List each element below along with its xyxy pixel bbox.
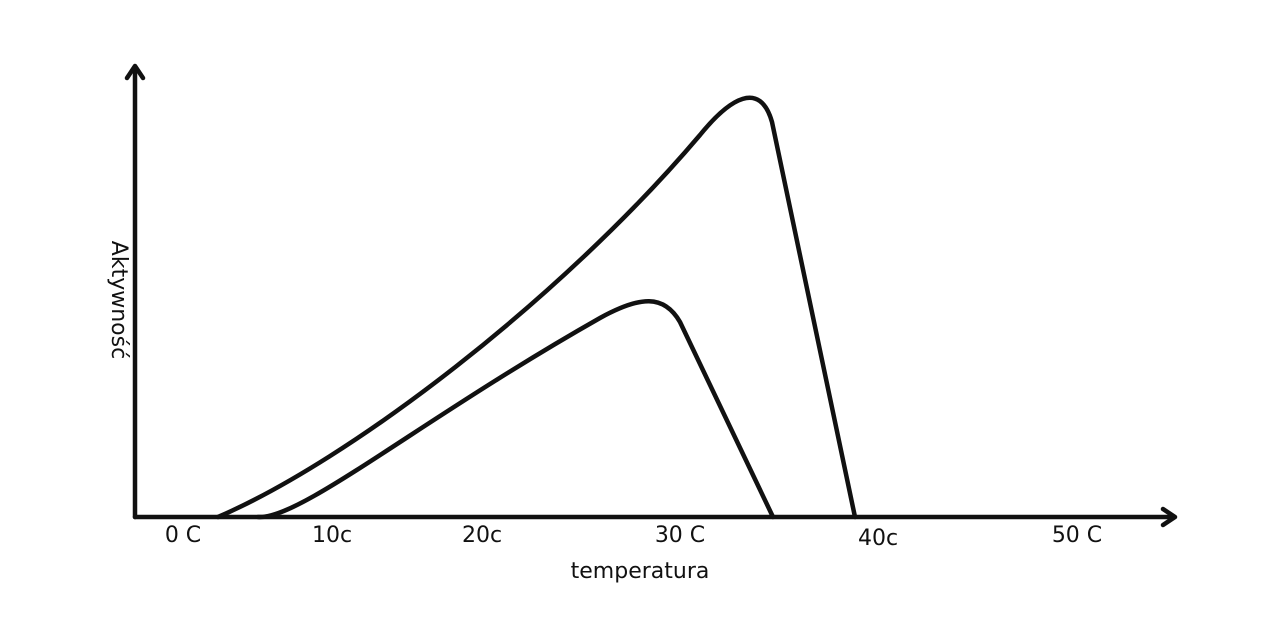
x-tick-label: 0 C xyxy=(165,523,201,548)
y-axis-label: Aktywność xyxy=(106,241,131,359)
x-tick-label: 40c xyxy=(858,526,898,551)
x-tick-label: 50 C xyxy=(1052,523,1102,548)
curve-high xyxy=(215,95,858,520)
x-axis-label: temperatura xyxy=(571,559,710,584)
x-tick-labels: 0 C 10c 20c 30 C 40c 50 C xyxy=(165,523,1102,551)
x-tick-label: 10c xyxy=(312,523,352,548)
curve-low xyxy=(255,299,776,520)
x-axis-arrow xyxy=(1160,506,1178,528)
y-axis-arrow xyxy=(124,63,146,81)
x-tick-label: 20c xyxy=(462,523,502,548)
x-tick-label: 30 C xyxy=(655,523,705,548)
